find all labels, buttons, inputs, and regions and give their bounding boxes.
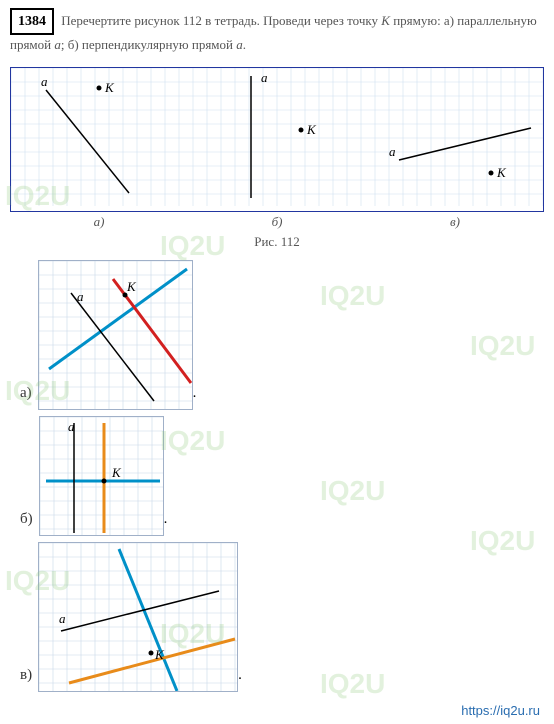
footer-url: https://iq2u.ru [461, 703, 540, 718]
problem-text-1: Перечертите рисунок 112 в тетрадь. Прове… [61, 13, 381, 28]
svg-text:K: K [306, 122, 317, 137]
svg-text:a: a [41, 74, 48, 89]
figure-112-labels: а) б) в) [10, 214, 544, 230]
solution-c-label: в) [20, 667, 32, 692]
svg-text:a: a [261, 70, 268, 85]
solution-b-svg: aK [39, 416, 164, 536]
solution-b-dot: . [164, 511, 168, 536]
svg-text:K: K [104, 80, 115, 95]
solution-b-label: б) [20, 511, 33, 536]
fig-label-c: в) [366, 214, 544, 230]
problem-text-3: ; б) перпендикулярную прямой [61, 37, 236, 52]
svg-text:K: K [154, 647, 165, 662]
figure-112: a Ka Ka K [10, 67, 544, 212]
problem-number: 1384 [10, 8, 54, 35]
svg-text:a: a [389, 144, 396, 159]
svg-text:K: K [126, 279, 137, 294]
svg-text:a: a [68, 419, 75, 434]
solution-a-svg: aK [38, 260, 193, 410]
fig-label-b: б) [188, 214, 366, 230]
solution-a-dot: . [193, 385, 197, 410]
figure-112-caption: Рис. 112 [0, 234, 554, 250]
svg-text:K: K [111, 465, 122, 480]
solution-c-dot: . [238, 667, 242, 692]
svg-text:a: a [77, 289, 84, 304]
problem-point: K [381, 13, 390, 28]
figure-112-svg: a Ka Ka K [11, 68, 543, 206]
fig-label-a: а) [10, 214, 188, 230]
svg-text:a: a [59, 611, 66, 626]
problem-text-4: . [243, 37, 246, 52]
solution-c-row: в) aK . [20, 542, 554, 692]
solution-c-svg: aK [38, 542, 238, 692]
solution-b-row: б) aK . [20, 416, 554, 536]
solution-a-row: а) aK . [20, 260, 554, 410]
solution-a-label: а) [20, 385, 32, 410]
problem-statement: 1384 Перечертите рисунок 112 в тетрадь. … [0, 0, 554, 59]
svg-text:K: K [496, 165, 507, 180]
